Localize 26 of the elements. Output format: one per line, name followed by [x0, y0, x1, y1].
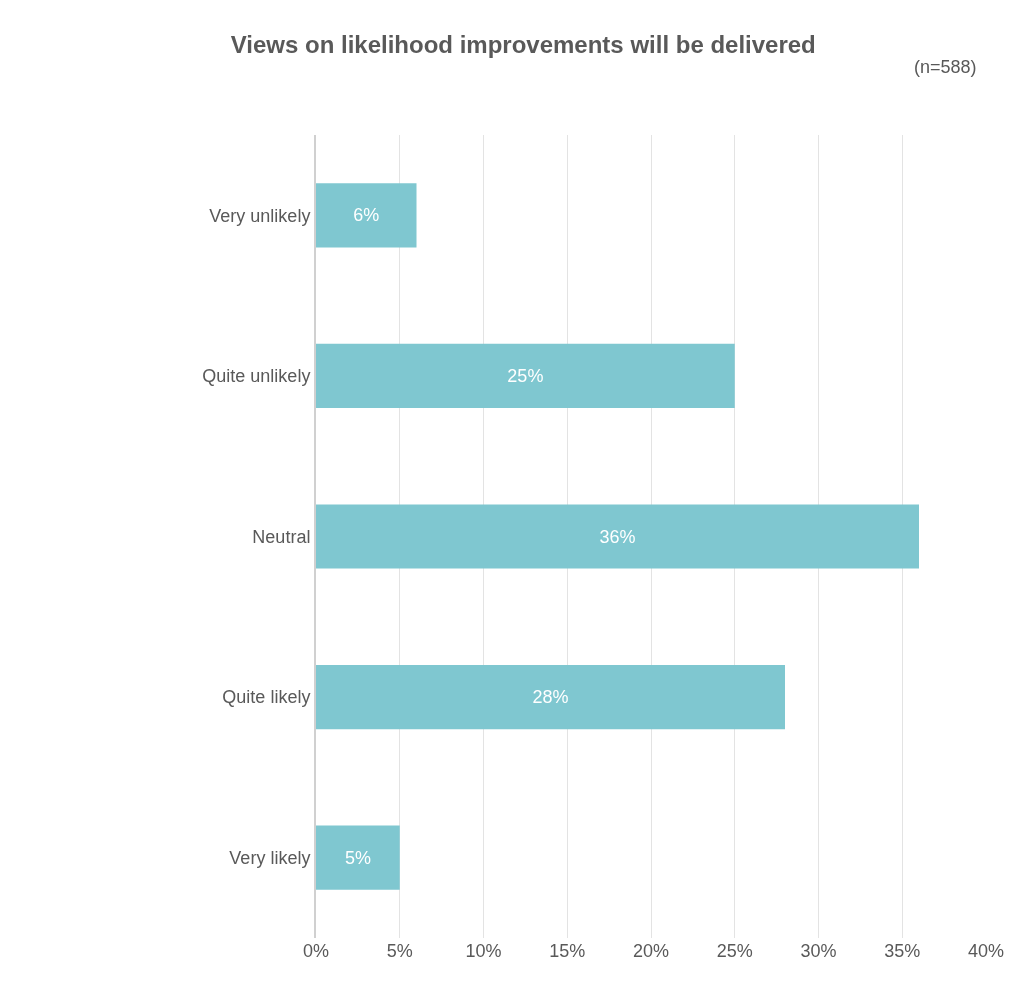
x-tick-label: 35% [884, 941, 921, 961]
x-tick-label: 40% [967, 941, 1005, 961]
data-label: 25% [507, 365, 544, 386]
x-tick-label: 5% [386, 941, 413, 961]
data-label: 36% [599, 526, 636, 547]
x-tick-label: 20% [632, 941, 670, 961]
bar [316, 504, 919, 569]
bar [316, 664, 785, 730]
chart-title: Views on likelihood improvements will be delivered [230, 30, 816, 58]
data-label: 6% [353, 205, 380, 226]
bar [316, 825, 400, 890]
y-tick-label: Very likely [229, 848, 311, 868]
data-label: 28% [532, 687, 569, 708]
y-tick-label: Neutral [252, 526, 311, 547]
x-tick-label: 30% [800, 941, 837, 961]
bar [316, 343, 735, 409]
y-tick-label: Quite unlikely [202, 366, 311, 387]
y-tick-label: Very unlikely [209, 205, 311, 226]
text: (n=588) [914, 57, 977, 77]
data-label: 5% [344, 847, 371, 868]
x-tick-label: 0% [302, 941, 330, 961]
x-tick-label: 10% [465, 941, 502, 961]
bar [316, 183, 417, 248]
x-tick-label: 25% [716, 941, 753, 961]
x-tick-label: 15% [549, 941, 586, 961]
y-tick-label: Quite likely [222, 687, 311, 708]
